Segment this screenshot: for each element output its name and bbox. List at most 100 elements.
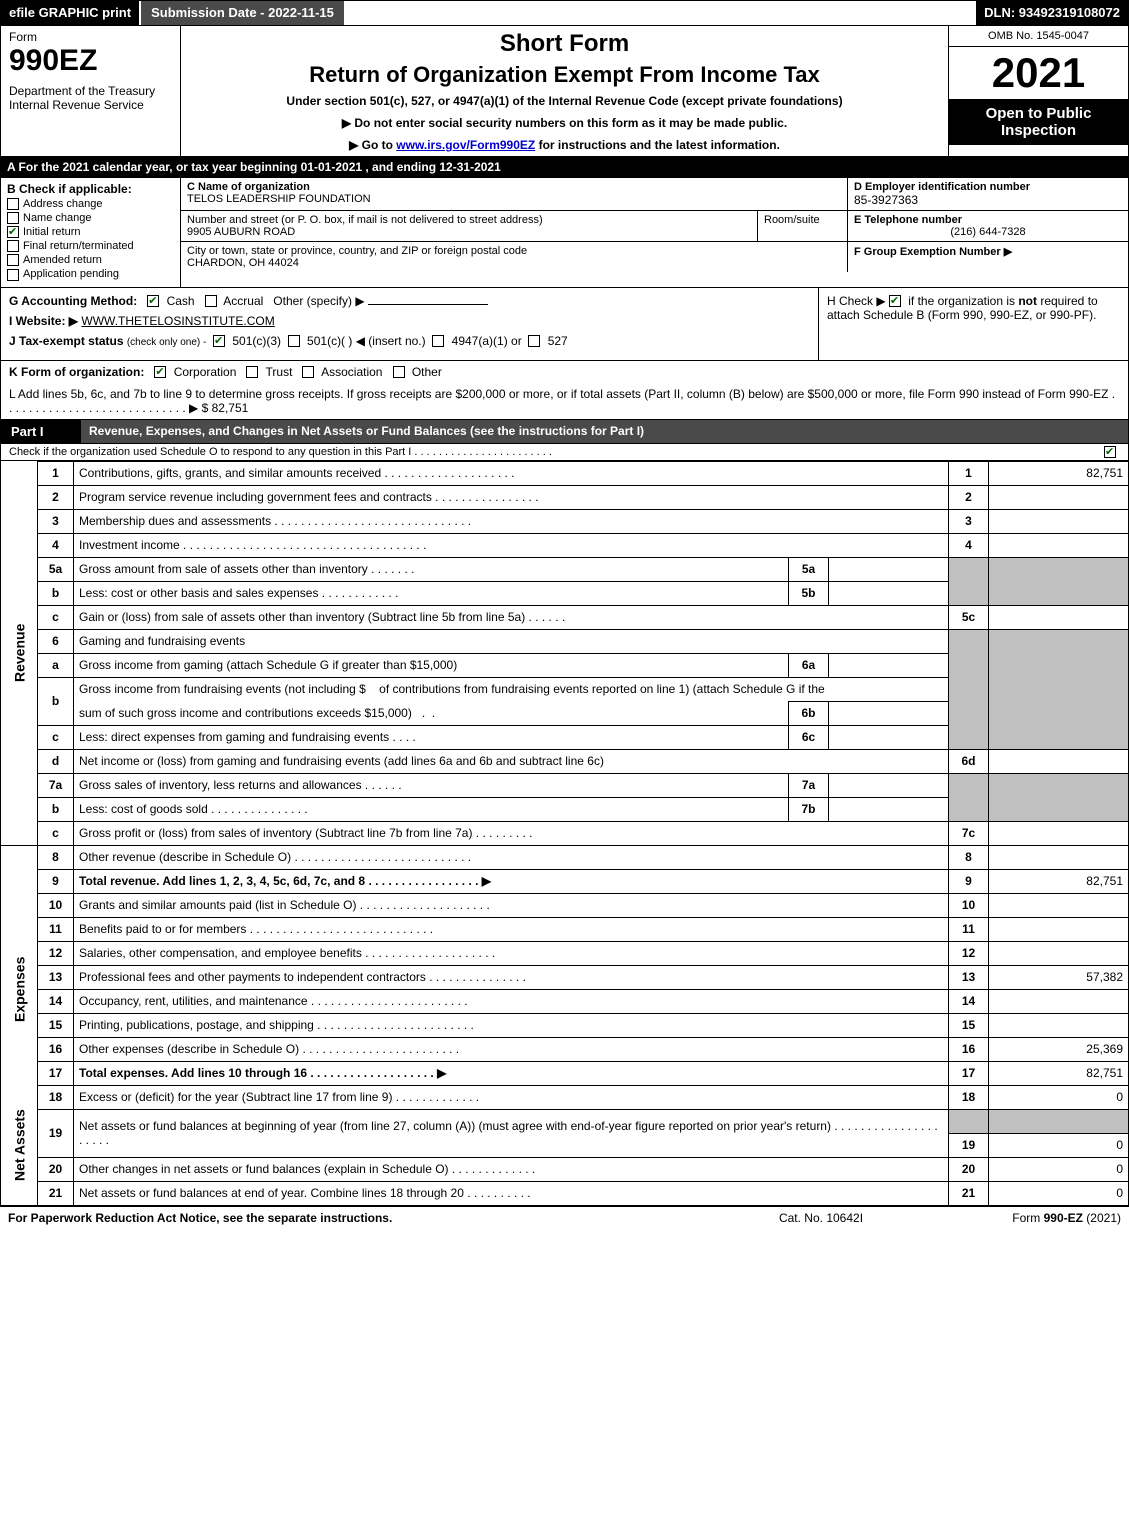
line-13: 13 Professional fees and other payments … (1, 965, 1129, 989)
ln6c-num: c (38, 725, 74, 749)
ln12-outval (989, 941, 1129, 965)
ln6a-num: a (38, 653, 74, 677)
k-label: K Form of organization: (9, 365, 144, 379)
info-grid: B Check if applicable: Address change Na… (0, 178, 1129, 288)
chk-501c[interactable] (288, 335, 300, 347)
chk-h[interactable] (889, 295, 901, 307)
section-d: D Employer identification number 85-3927… (848, 178, 1128, 210)
ln7a-desc: Gross sales of inventory, less returns a… (74, 773, 789, 797)
ln7a-num: 7a (38, 773, 74, 797)
chk-527[interactable] (528, 335, 540, 347)
d-value: 85-3927363 (854, 193, 1122, 207)
ln17-desc: Total expenses. Add lines 10 through 16 … (74, 1061, 949, 1085)
c-name-label: C Name of organization (187, 181, 841, 193)
ln5c-num: c (38, 605, 74, 629)
ln11-num: 11 (38, 917, 74, 941)
ln10-desc: Grants and similar amounts paid (list in… (74, 893, 949, 917)
line-18: Net Assets 18 Excess or (deficit) for th… (1, 1085, 1129, 1109)
h-text2: if the organization is (908, 294, 1018, 308)
ln16-desc: Other expenses (describe in Schedule O) … (74, 1037, 949, 1061)
part-i-title: Revenue, Expenses, and Changes in Net As… (81, 420, 1128, 443)
ln16-num: 16 (38, 1037, 74, 1061)
chk-address-change[interactable]: Address change (7, 198, 174, 210)
open-to-public: Open to Public Inspection (949, 99, 1128, 145)
ln5a-num: 5a (38, 557, 74, 581)
line-15: 15 Printing, publications, postage, and … (1, 1013, 1129, 1037)
chk-accrual[interactable] (205, 295, 217, 307)
chk-final-return[interactable]: Final return/terminated (7, 240, 174, 252)
ln6a-subnum: 6a (789, 653, 829, 677)
line-11: 11 Benefits paid to or for members . . .… (1, 917, 1129, 941)
chk-app-pending[interactable]: Application pending (7, 268, 174, 280)
section-e: E Telephone number (216) 644-7328 (848, 211, 1128, 241)
chk-name-change[interactable]: Name change (7, 212, 174, 224)
ln4-desc: Investment income . . . . . . . . . . . … (74, 533, 949, 557)
lbl-name-change: Name change (23, 212, 92, 224)
ln6b-num: b (38, 677, 74, 725)
ln14-outval (989, 989, 1129, 1013)
c-addr: Number and street (or P. O. box, if mail… (181, 211, 758, 241)
section-gij: G Accounting Method: Cash Accrual Other … (1, 288, 818, 360)
ln13-desc: Professional fees and other payments to … (74, 965, 949, 989)
chk-assoc[interactable] (302, 366, 314, 378)
instr2-pre: ▶ Go to (349, 138, 396, 152)
instruction-1: ▶ Do not enter social security numbers o… (191, 116, 938, 130)
section-l: L Add lines 5b, 6c, and 7b to line 9 to … (0, 383, 1129, 420)
chk-initial-return[interactable]: Initial return (7, 226, 174, 238)
line-19a: 19 Net assets or fund balances at beginn… (1, 1109, 1129, 1133)
ln12-desc: Salaries, other compensation, and employ… (74, 941, 949, 965)
ln7c-outval (989, 821, 1129, 845)
ln21-num: 21 (38, 1181, 74, 1205)
g-label: G Accounting Method: (9, 294, 137, 308)
lbl-other-method: Other (specify) ▶ (273, 294, 364, 308)
ln11-desc: Benefits paid to or for members . . . . … (74, 917, 949, 941)
chk-4947a1[interactable] (432, 335, 444, 347)
ln9-outnum: 9 (949, 869, 989, 893)
section-b-header: B Check if applicable: (7, 182, 174, 196)
line-8: 8 Other revenue (describe in Schedule O)… (1, 845, 1129, 869)
ln2-num: 2 (38, 485, 74, 509)
chk-501c3[interactable] (213, 335, 225, 347)
ln4-num: 4 (38, 533, 74, 557)
ln3-desc: Membership dues and assessments . . . . … (74, 509, 949, 533)
ln7c-desc: Gross profit or (loss) from sales of inv… (74, 821, 949, 845)
ln19-outval: 0 (989, 1133, 1129, 1157)
chk-corp[interactable] (154, 366, 166, 378)
section-c-name: C Name of organization TELOS LEADERSHIP … (181, 178, 848, 210)
ln15-outval (989, 1013, 1129, 1037)
form-header: Form 990EZ Department of the Treasury In… (0, 26, 1129, 157)
chk-other-org[interactable] (393, 366, 405, 378)
ln7b-desc: Less: cost of goods sold . . . . . . . .… (74, 797, 789, 821)
efile-button[interactable]: efile GRAPHIC print (1, 1, 141, 25)
dln-label: DLN: 93492319108072 (976, 1, 1128, 25)
ln5c-desc: Gain or (loss) from sale of assets other… (74, 605, 949, 629)
c-city-label: City or town, state or province, country… (187, 245, 841, 257)
ln6c-subval (829, 725, 949, 749)
website-link[interactable]: WWW.THETELOSINSTITUTE.COM (81, 314, 274, 328)
ln7a-subnum: 7a (789, 773, 829, 797)
line-6: 6 Gaming and fundraising events (1, 629, 1129, 653)
chk-cash[interactable] (147, 295, 159, 307)
chk-schedule-o[interactable] (1104, 446, 1116, 458)
top-bar: efile GRAPHIC print Submission Date - 20… (0, 0, 1129, 26)
section-i: I Website: ▶ WWW.THETELOSINSTITUTE.COM (9, 314, 810, 328)
netassets-side-label: Net Assets (1, 1085, 38, 1205)
section-j: J Tax-exempt status (check only one) - 5… (9, 334, 810, 348)
ln21-desc: Net assets or fund balances at end of ye… (74, 1181, 949, 1205)
rev-side-gap (1, 845, 38, 893)
chk-trust[interactable] (246, 366, 258, 378)
irs-link[interactable]: www.irs.gov/Form990EZ (396, 138, 535, 152)
chk-amended[interactable]: Amended return (7, 254, 174, 266)
ln21-outval: 0 (989, 1181, 1129, 1205)
footer-cat: Cat. No. 10642I (721, 1211, 921, 1225)
lbl-amended: Amended return (23, 254, 102, 266)
lbl-501c3: 501(c)(3) (232, 334, 281, 348)
line-12: 12 Salaries, other compensation, and emp… (1, 941, 1129, 965)
ln13-outnum: 13 (949, 965, 989, 989)
part-i-sub: Check if the organization used Schedule … (9, 446, 552, 458)
submission-date-button[interactable]: Submission Date - 2022-11-15 (141, 1, 344, 25)
ln5b-num: b (38, 581, 74, 605)
ln17-num: 17 (38, 1061, 74, 1085)
j-sub: (check only one) - (127, 337, 206, 348)
ln6b-subnum: 6b (789, 701, 829, 725)
